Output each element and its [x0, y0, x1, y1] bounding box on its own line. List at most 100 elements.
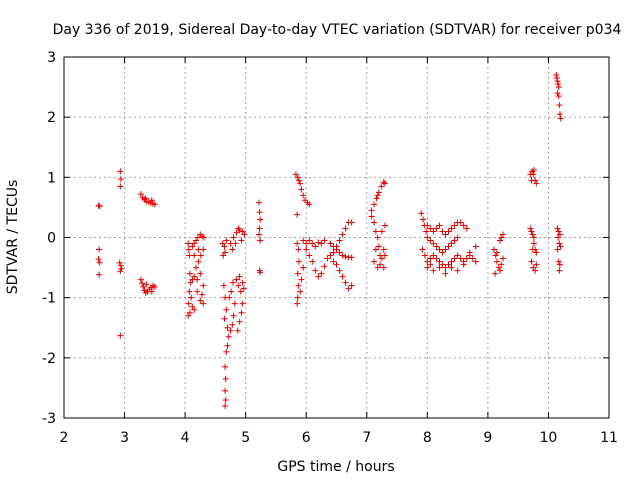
data-point: [220, 252, 227, 259]
data-point: [555, 93, 562, 100]
data-point: [498, 261, 505, 268]
x-tick-label: 8: [423, 430, 432, 446]
data-point: [238, 309, 245, 316]
data-point: [330, 258, 337, 265]
data-point: [117, 332, 124, 339]
data-point: [222, 396, 229, 403]
data-point: [556, 240, 563, 247]
data-point: [294, 300, 301, 307]
data-point: [234, 327, 241, 334]
y-tick-label: -2: [42, 351, 56, 367]
data-point: [235, 225, 242, 232]
data-point: [554, 90, 561, 97]
data-point: [557, 115, 564, 122]
data-point: [528, 228, 535, 235]
data-point: [555, 258, 562, 265]
data-point: [194, 276, 201, 283]
data-point: [348, 219, 355, 226]
data-point: [199, 291, 206, 298]
data-point: [137, 191, 144, 198]
data-point: [193, 264, 200, 271]
data-point: [239, 279, 246, 286]
data-point: [197, 297, 204, 304]
data-point: [375, 243, 382, 250]
data-point: [553, 72, 560, 79]
data-point: [445, 261, 452, 268]
data-point: [333, 261, 340, 268]
data-point: [235, 282, 242, 289]
data-point: [339, 252, 346, 259]
data-point: [427, 255, 434, 262]
data-point: [327, 240, 334, 247]
data-point: [533, 261, 540, 268]
chart-title: Day 336 of 2019, Sidereal Day-to-day VTE…: [53, 22, 622, 38]
data-point: [330, 249, 337, 256]
data-point: [378, 255, 385, 262]
data-point: [194, 288, 201, 295]
data-point: [555, 228, 562, 235]
data-point: [530, 264, 537, 271]
data-point: [530, 167, 537, 174]
data-point: [493, 258, 500, 265]
data-point: [530, 240, 537, 247]
data-point: [373, 195, 380, 202]
x-tick-label: 9: [483, 430, 492, 446]
x-tick-labels: 2 3 4 5 6 7 8 9 10 11: [60, 430, 618, 446]
data-point: [374, 192, 381, 199]
data-point: [556, 261, 563, 268]
data-point: [238, 237, 245, 244]
data-point: [229, 321, 236, 328]
x-tick-label: 5: [241, 430, 250, 446]
data-point: [493, 249, 500, 256]
x-tick-label: 4: [181, 430, 190, 446]
data-point: [433, 243, 440, 250]
data-point: [189, 303, 196, 310]
data-point: [556, 102, 563, 109]
data-point: [222, 363, 229, 370]
data-point: [374, 234, 381, 241]
data-point: [439, 249, 446, 256]
data-point: [96, 246, 103, 253]
data-point: [530, 234, 537, 241]
data-point: [312, 267, 319, 274]
data-point: [454, 252, 461, 259]
data-point: [233, 276, 240, 283]
data-point: [241, 231, 248, 238]
data-point: [232, 240, 239, 247]
data-point: [256, 209, 263, 216]
data-point: [96, 259, 103, 266]
data-point: [321, 263, 328, 270]
data-point: [318, 270, 325, 277]
x-tick-label: 11: [600, 430, 618, 446]
data-point: [189, 243, 196, 250]
data-point: [427, 261, 434, 268]
data-point: [533, 249, 540, 256]
data-point: [295, 177, 302, 184]
data-point: [454, 234, 461, 241]
data-point: [492, 252, 499, 259]
y-tick-label: -1: [42, 291, 56, 307]
data-point: [529, 246, 536, 253]
data-point: [554, 246, 561, 253]
data-point: [442, 264, 449, 271]
data-point: [257, 269, 264, 276]
data-point: [186, 270, 193, 277]
data-point: [448, 225, 455, 232]
data-point: [342, 253, 349, 260]
data-point: [306, 237, 313, 244]
data-point: [342, 279, 349, 286]
data-point: [306, 252, 313, 259]
grid: [64, 57, 609, 418]
data-point: [197, 270, 204, 277]
data-point: [197, 252, 204, 259]
data-point: [321, 237, 328, 244]
data-point: [195, 246, 202, 253]
data-point: [528, 258, 535, 265]
data-point: [424, 258, 431, 265]
data-point: [372, 228, 379, 235]
data-point: [237, 288, 244, 295]
x-tick-label: 3: [120, 430, 129, 446]
y-tick-label: 3: [47, 50, 56, 66]
data-point: [342, 225, 349, 232]
